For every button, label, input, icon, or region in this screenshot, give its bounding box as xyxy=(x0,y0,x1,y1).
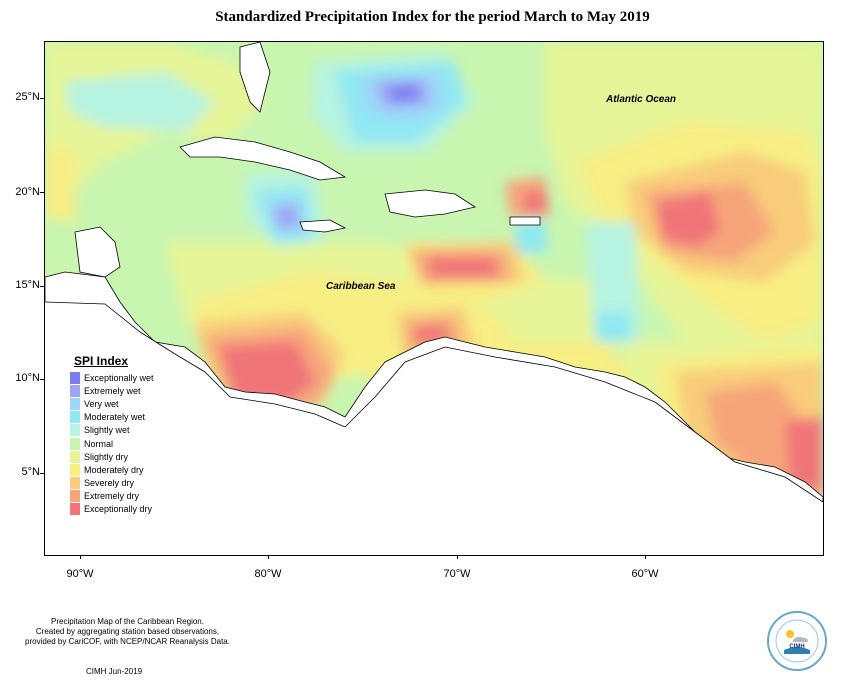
legend-label: Slightly wet xyxy=(84,425,130,436)
lat-label-20n: 20°N xyxy=(15,186,40,198)
legend-item: Extremely wet xyxy=(70,384,180,397)
lat-label-10n: 10°N xyxy=(15,372,40,384)
footer-date: CIMH Jun-2019 xyxy=(86,667,143,676)
spi-map-canvas xyxy=(45,42,823,555)
legend-label: Moderately wet xyxy=(84,412,146,423)
legend-label: Exceptionally dry xyxy=(84,504,153,515)
lon-label-60w: 60°W xyxy=(631,568,659,580)
lon-label-70w: 70°W xyxy=(443,568,471,580)
lat-label-25n: 25°N xyxy=(15,91,40,103)
legend-label: Extremely wet xyxy=(84,385,141,396)
legend-swatch xyxy=(70,503,80,516)
cimh-logo: CIMH xyxy=(766,610,828,672)
legend-swatch xyxy=(70,371,80,384)
lon-tick xyxy=(457,555,458,559)
lon-tick xyxy=(80,555,81,559)
lat-tick xyxy=(40,286,44,287)
legend-title: SPI Index xyxy=(74,354,129,368)
footer-note: Precipitation Map of the Caribbean Regio… xyxy=(10,617,245,647)
lon-label-90w: 90°W xyxy=(66,568,94,580)
legend-swatch xyxy=(70,397,80,410)
legend-swatch xyxy=(70,411,80,424)
legend-swatch xyxy=(70,384,80,397)
legend-label: Exceptionally wet xyxy=(84,372,154,383)
legend-label: Moderately dry xyxy=(84,464,144,475)
spi-legend: SPI Index Exceptionally wet Extremely wet… xyxy=(70,354,180,516)
lon-tick xyxy=(645,555,646,559)
legend-item: Slightly dry xyxy=(70,450,180,463)
legend-label: Normal xyxy=(84,438,114,449)
atlantic-ocean-label: Atlantic Ocean xyxy=(606,94,677,105)
legend-item: Very wet xyxy=(70,397,180,410)
legend-item: Moderately dry xyxy=(70,463,180,476)
legend-item: Normal xyxy=(70,437,180,450)
logo-text: CIMH xyxy=(789,644,804,650)
legend-items: Exceptionally wet Extremely wet Very wet Mo… xyxy=(70,371,180,516)
footer-line-3: provided by CariCOF, with NCEP/NCAR Rean… xyxy=(25,637,230,646)
legend-swatch xyxy=(70,450,80,463)
legend-label: Very wet xyxy=(84,398,119,409)
lat-tick xyxy=(40,192,44,193)
legend-label: Extremely dry xyxy=(84,491,140,502)
precip-contours xyxy=(45,42,823,555)
legend-label: Slightly dry xyxy=(84,451,129,462)
lon-label-80w: 80°W xyxy=(254,568,282,580)
legend-swatch xyxy=(70,463,80,476)
spi-map xyxy=(44,41,824,556)
lon-tick xyxy=(268,555,269,559)
legend-swatch xyxy=(70,437,80,450)
lat-tick xyxy=(40,473,44,474)
lat-label-15n: 15°N xyxy=(15,279,40,291)
legend-item: Exceptionally dry xyxy=(70,503,180,516)
legend-item: Moderately wet xyxy=(70,411,180,424)
lat-label-5n: 5°N xyxy=(21,466,40,478)
legend-item: Severely dry xyxy=(70,477,180,490)
legend-swatch xyxy=(70,490,80,503)
footer-line-1: Precipitation Map of the Caribbean Regio… xyxy=(51,617,204,626)
legend-item: Extremely dry xyxy=(70,490,180,503)
caribbean-sea-label: Caribbean Sea xyxy=(326,281,396,292)
legend-swatch xyxy=(70,424,80,437)
legend-item: Exceptionally wet xyxy=(70,371,180,384)
lat-tick xyxy=(40,98,44,99)
legend-item: Slightly wet xyxy=(70,424,180,437)
legend-swatch xyxy=(70,477,80,490)
legend-label: Severely dry xyxy=(84,478,135,489)
lat-tick xyxy=(40,379,44,380)
map-title: Standardized Precipitation Index for the… xyxy=(215,9,650,25)
footer-line-2: Created by aggregating station based obs… xyxy=(35,627,220,636)
